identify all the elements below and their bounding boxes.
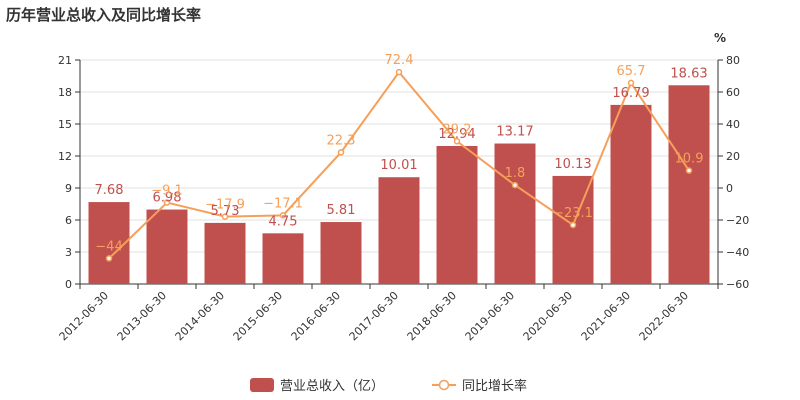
x-axis-tick-label: 2018-06-30 [405, 289, 459, 343]
growth-point-label: 72.4 [385, 53, 414, 68]
left-axis-tick-label: 18 [58, 86, 72, 99]
left-axis-tick-label: 15 [58, 118, 72, 131]
x-axis-tick-label: 2022-06-30 [637, 289, 691, 343]
right-axis-tick-label: −20 [726, 214, 749, 227]
growth-point [453, 138, 461, 145]
revenue-bar-label: 18.63 [670, 66, 707, 81]
right-axis-tick-label: 40 [726, 118, 740, 131]
growth-point [685, 167, 693, 174]
revenue-bar [436, 145, 478, 284]
growth-point [221, 213, 229, 220]
left-axis-tick-label: 12 [58, 150, 72, 163]
growth-point-label: −17.9 [205, 198, 245, 213]
revenue-bar [204, 222, 246, 284]
x-axis-tick-label: 2013-06-30 [115, 289, 169, 343]
growth-point [163, 199, 171, 206]
growth-point [395, 68, 403, 76]
growth-point-label: 22.3 [327, 133, 356, 148]
growth-point-label: −17.1 [263, 196, 303, 211]
left-axis-tick-label: 3 [65, 246, 72, 259]
revenue-bar-label: 12.94 [438, 127, 475, 142]
legend-line-marker [438, 379, 450, 391]
growth-point [279, 212, 287, 219]
right-axis-unit: % [714, 31, 726, 45]
right-axis-tick-label: 0 [726, 182, 733, 195]
growth-point [569, 221, 577, 229]
growth-point-label: 65.7 [617, 64, 646, 79]
growth-point [337, 149, 345, 156]
growth-point [627, 79, 635, 87]
revenue-bar-label: 4.75 [269, 214, 298, 229]
left-axis-tick-label: 21 [58, 54, 72, 67]
growth-point-label: 29.2 [443, 122, 472, 137]
revenue-bar-label: 5.81 [327, 203, 356, 218]
revenue-bar [146, 209, 188, 284]
x-axis-tick-label: 2019-06-30 [463, 289, 517, 343]
revenue-bar-label: 16.79 [612, 86, 649, 101]
left-axis-tick-label: 9 [65, 182, 72, 195]
revenue-bar [668, 85, 710, 284]
chart-title: 历年营业总收入及同比增长率 [6, 6, 202, 24]
revenue-bar [610, 104, 652, 284]
left-axis-tick-label: 0 [65, 278, 72, 291]
growth-point [511, 181, 519, 189]
growth-point-label: 1.8 [505, 166, 526, 181]
x-axis-tick-label: 2017-06-30 [347, 289, 401, 343]
revenue-bar-label: 6.98 [153, 191, 182, 206]
x-axis-tick-label: 2015-06-30 [231, 289, 285, 343]
x-axis-tick-label: 2014-06-30 [173, 289, 227, 343]
growth-point-label: −44 [95, 239, 122, 254]
right-axis-tick-label: 60 [726, 86, 740, 99]
right-axis-tick-label: −60 [726, 278, 749, 291]
growth-point-label: −9.1 [151, 184, 183, 199]
x-axis-tick-label: 2021-06-30 [579, 289, 633, 343]
right-axis-tick-label: 80 [726, 54, 740, 67]
revenue-bar-label: 5.73 [211, 204, 240, 219]
revenue-bar [378, 177, 420, 284]
revenue-bar-label: 7.68 [95, 183, 124, 198]
growth-point [105, 255, 113, 262]
x-axis-tick-label: 2016-06-30 [289, 289, 343, 343]
revenue-bar-label: 10.13 [554, 157, 591, 172]
revenue-bar [262, 233, 304, 284]
revenue-bar-label: 10.01 [380, 158, 417, 173]
right-axis-tick-label: −40 [726, 246, 749, 259]
growth-point-label: −23.1 [553, 206, 593, 221]
revenue-bar [88, 202, 130, 284]
right-axis-tick-label: 20 [726, 150, 740, 163]
revenue-bar [494, 143, 536, 284]
revenue-bar [320, 222, 362, 284]
legend-bar-label: 营业总收入（亿） [280, 379, 384, 394]
x-axis-tick-label: 2020-06-30 [521, 289, 575, 343]
left-axis-tick-label: 6 [65, 214, 72, 227]
growth-point-label: 10.9 [675, 152, 704, 167]
legend-line-label: 同比增长率 [462, 378, 527, 394]
x-axis-tick-label: 2012-06-30 [57, 289, 111, 343]
legend-bar-swatch [250, 378, 274, 392]
revenue-bar-label: 13.17 [496, 125, 533, 140]
